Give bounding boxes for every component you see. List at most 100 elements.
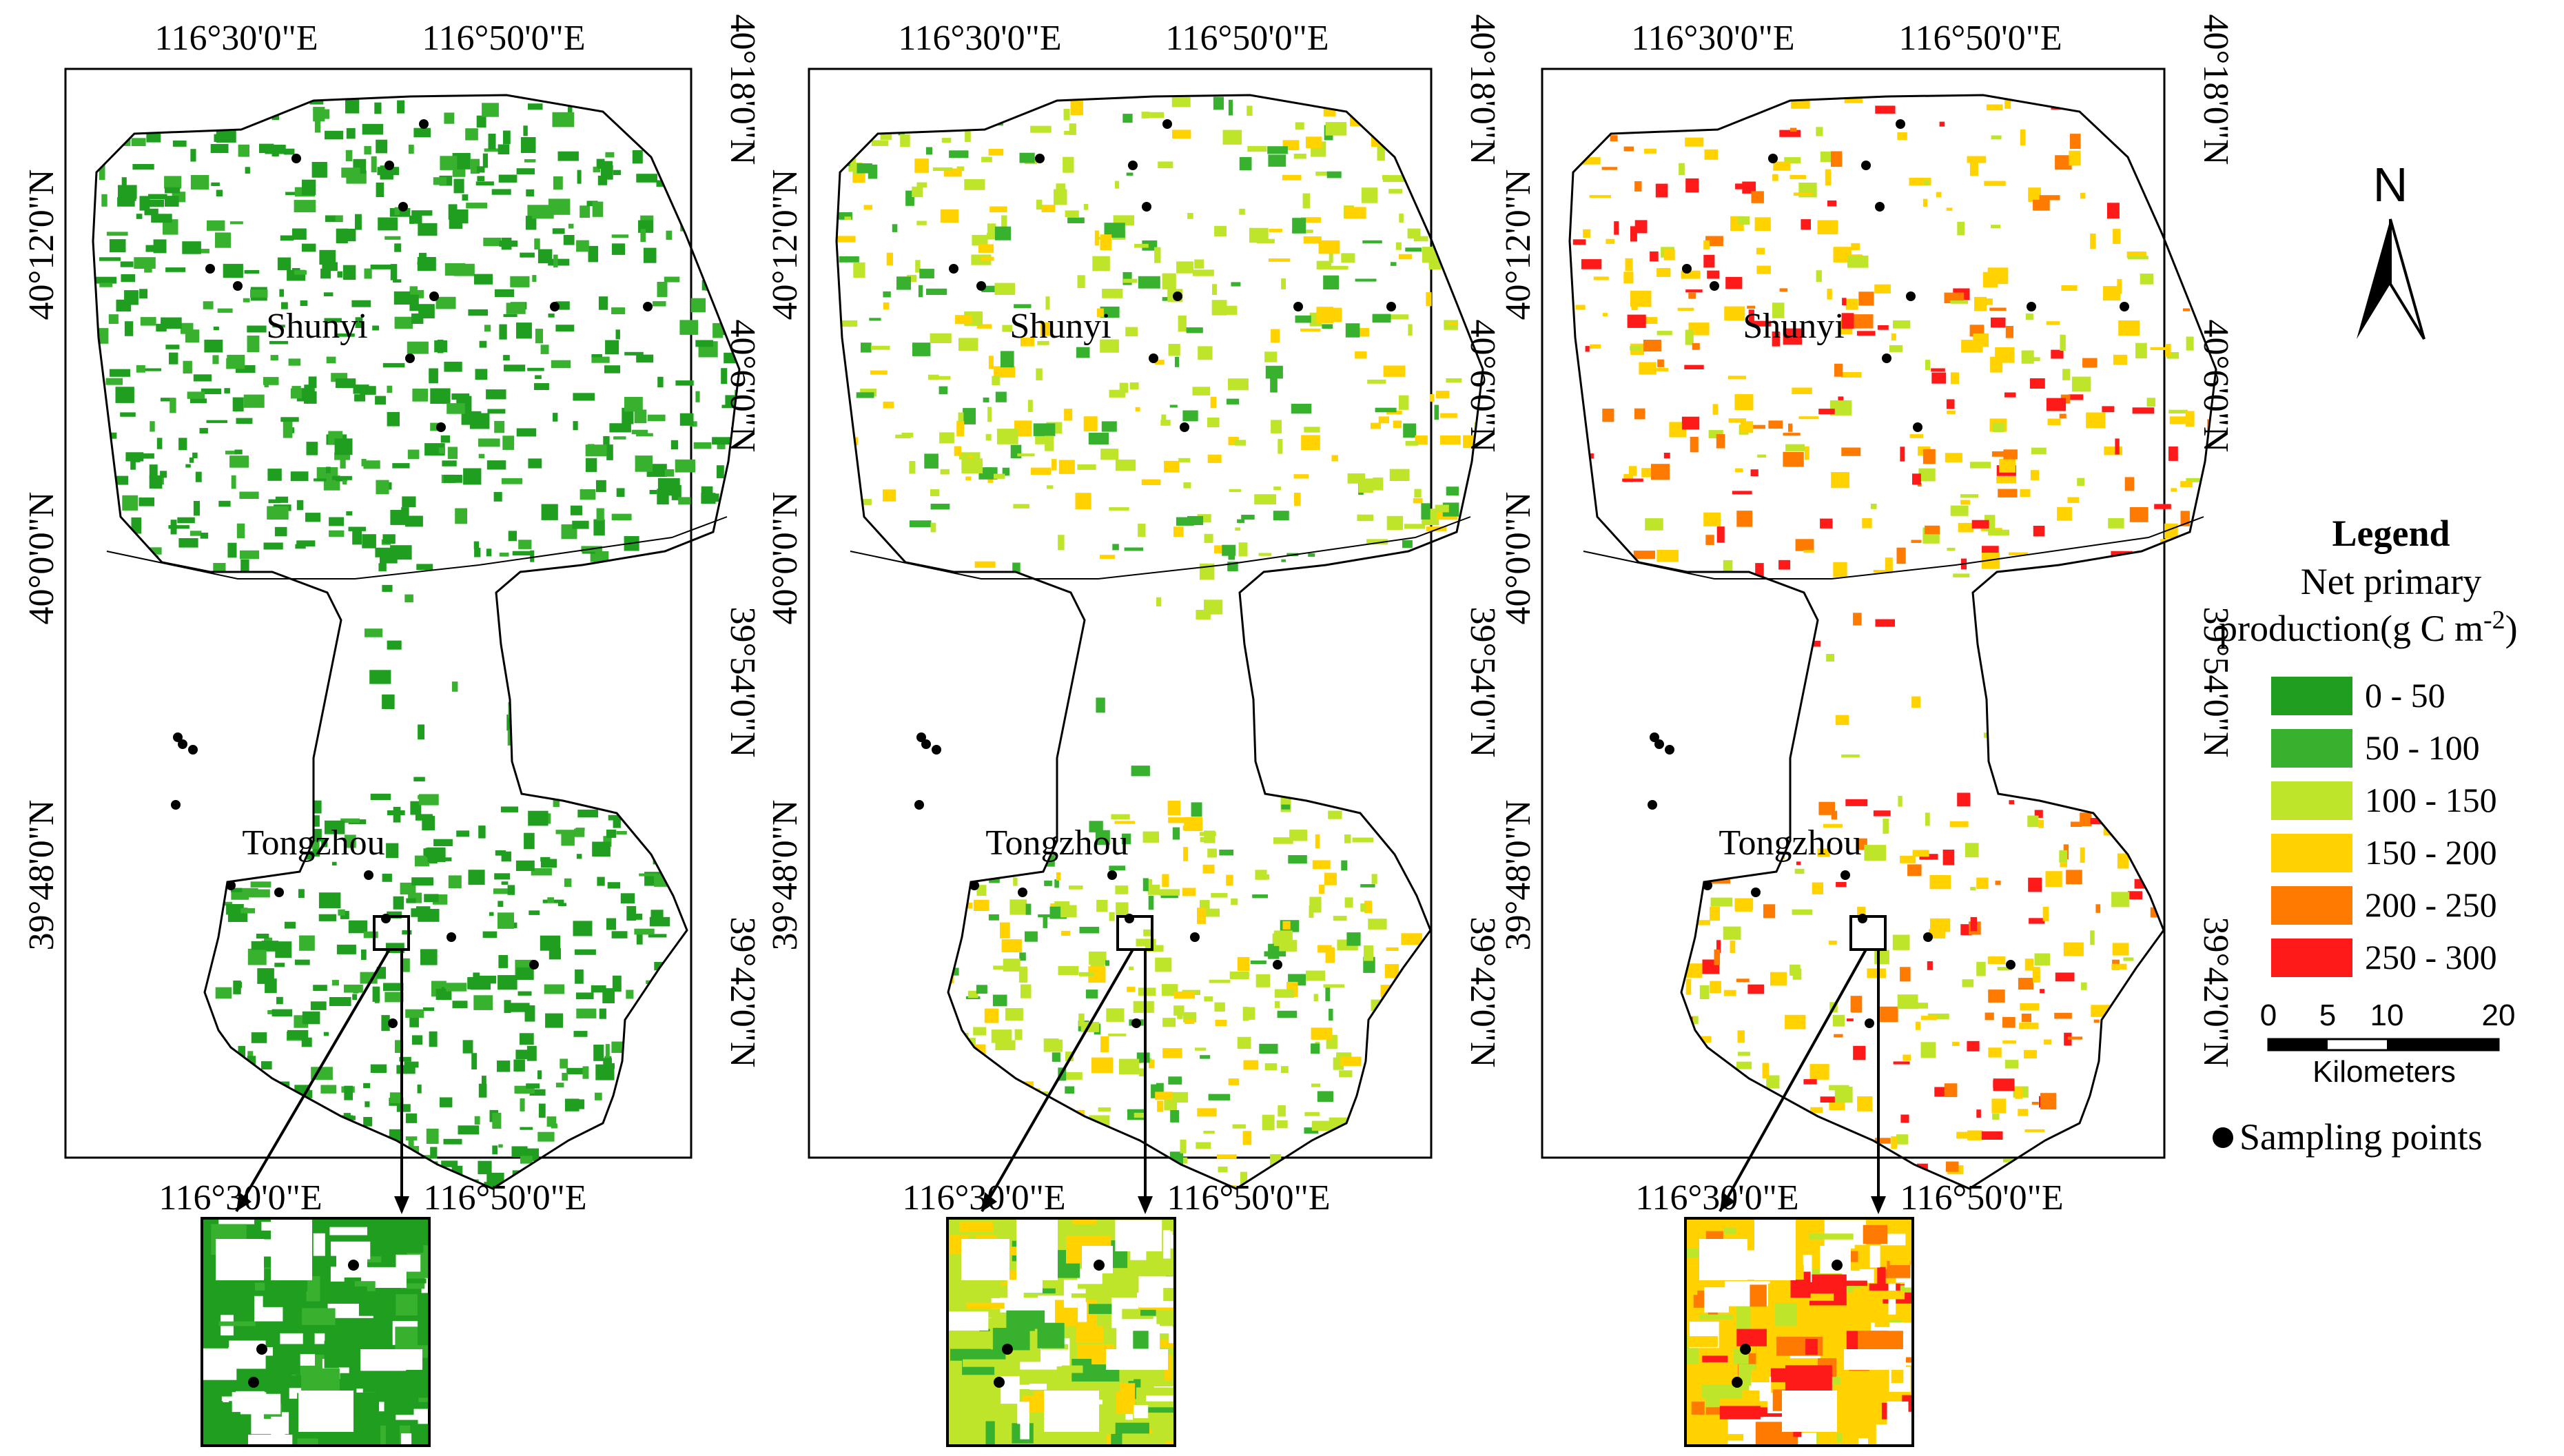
npp-patch xyxy=(134,257,156,269)
npp-patch xyxy=(510,1003,530,1012)
npp-patch xyxy=(2046,398,2066,411)
npp-patch xyxy=(1791,100,1810,109)
npp-patch xyxy=(2002,1040,2016,1044)
npp-patch xyxy=(1752,320,1772,327)
npp-patch xyxy=(1281,804,1291,810)
npp-patch xyxy=(714,560,726,568)
npp-patch xyxy=(2029,918,2045,924)
inset-patches xyxy=(947,1218,1175,1446)
npp-patch xyxy=(405,1113,417,1123)
npp-patch xyxy=(217,308,233,313)
npp-patch xyxy=(591,354,602,358)
npp-patch xyxy=(1228,378,1249,391)
npp-patch xyxy=(516,168,535,175)
npp-patch xyxy=(1716,940,1721,953)
npp-patch xyxy=(486,460,506,470)
npp-patch xyxy=(987,407,992,422)
npp-patch xyxy=(494,873,511,880)
npp-patch xyxy=(1345,323,1360,338)
npp-patch xyxy=(1442,1121,1464,1129)
inset-patch xyxy=(1858,1438,1868,1446)
npp-patch xyxy=(387,411,400,427)
npp-patch xyxy=(548,198,571,215)
npp-patch xyxy=(2004,392,2016,398)
npp-patch xyxy=(1083,416,1098,432)
npp-patch xyxy=(1795,539,1814,551)
npp-patch xyxy=(1125,327,1138,337)
npp-patch xyxy=(566,1164,576,1173)
npp-patch xyxy=(2024,958,2034,971)
npp-patch xyxy=(1355,1193,1362,1198)
npp-patch xyxy=(548,258,570,266)
npp-patch xyxy=(848,156,857,172)
npp-patch xyxy=(2206,1185,2216,1189)
npp-patch xyxy=(986,233,992,237)
npp-patch xyxy=(2115,438,2120,455)
npp-patch xyxy=(1639,362,1657,375)
inset-clearing xyxy=(1016,1218,1058,1280)
npp-patch xyxy=(1404,524,1426,529)
npp-patch xyxy=(737,1162,739,1169)
npp-patch xyxy=(2107,203,2120,219)
npp-patch xyxy=(177,517,195,524)
npp-patch xyxy=(1088,432,1109,444)
npp-patch xyxy=(1831,810,1838,820)
npp-patch xyxy=(1025,903,1032,915)
npp-patch xyxy=(474,1116,480,1125)
npp-patch xyxy=(336,944,356,954)
npp-patch xyxy=(1030,125,1052,133)
npp-patch xyxy=(721,564,739,577)
npp-patch xyxy=(2024,1129,2045,1132)
npp-patch xyxy=(1734,468,1743,473)
npp-patch xyxy=(2102,406,2115,413)
npp-patch xyxy=(2166,352,2180,359)
npp-patch xyxy=(716,465,724,478)
sampling-point xyxy=(1682,264,1692,274)
sampling-point xyxy=(291,154,301,163)
npp-patch xyxy=(418,223,438,236)
sampling-point xyxy=(949,264,958,274)
sampling-point xyxy=(1173,291,1182,301)
map-frames: ShunyiTongzhou116°30'0"E116°50'0"E116°30… xyxy=(22,14,2235,1447)
npp-patch xyxy=(363,1117,373,1127)
npp-patch xyxy=(1214,225,1227,236)
npp-patch xyxy=(229,221,243,225)
npp-patch xyxy=(1873,810,1891,817)
npp-patch xyxy=(1847,255,1869,268)
npp-patch xyxy=(1785,444,1805,451)
npp-patch xyxy=(318,914,337,921)
npp-patch xyxy=(994,226,1012,240)
npp-patch xyxy=(365,1101,370,1107)
npp-patch xyxy=(1229,971,1249,979)
npp-patch xyxy=(433,839,453,846)
npp-patch xyxy=(1122,271,1132,285)
npp-patch xyxy=(880,1182,902,1189)
npp-patch xyxy=(1039,1163,1058,1171)
npp-patch xyxy=(2206,825,2216,841)
npp-patch xyxy=(1852,314,1874,329)
npp-patch xyxy=(1281,278,1286,289)
npp-patch xyxy=(881,1171,887,1175)
npp-patch xyxy=(1378,416,1389,424)
npp-patch xyxy=(338,909,345,916)
npp-patch xyxy=(165,267,186,272)
npp-patch xyxy=(423,1007,435,1012)
npp-patch xyxy=(2062,369,2071,380)
zoom-arrowhead xyxy=(1720,1192,1735,1211)
npp-patch xyxy=(576,240,589,252)
npp-patch xyxy=(675,459,696,473)
npp-patch xyxy=(341,167,360,178)
zoom-arrowhead xyxy=(1138,1196,1153,1214)
npp-patch xyxy=(1109,912,1115,921)
npp-patch xyxy=(2009,552,2029,555)
npp-patch xyxy=(2165,344,2171,357)
npp-patch xyxy=(1058,965,1079,975)
npp-patch xyxy=(390,545,412,560)
npp-patch xyxy=(1127,987,1136,992)
legend-subtitle-line1: Net primary xyxy=(2301,561,2481,602)
inset-frame xyxy=(946,1217,1176,1447)
npp-patch xyxy=(1950,300,1968,304)
npp-patch xyxy=(515,860,535,871)
npp-patch xyxy=(1469,206,1475,217)
npp-patch xyxy=(1172,130,1191,139)
